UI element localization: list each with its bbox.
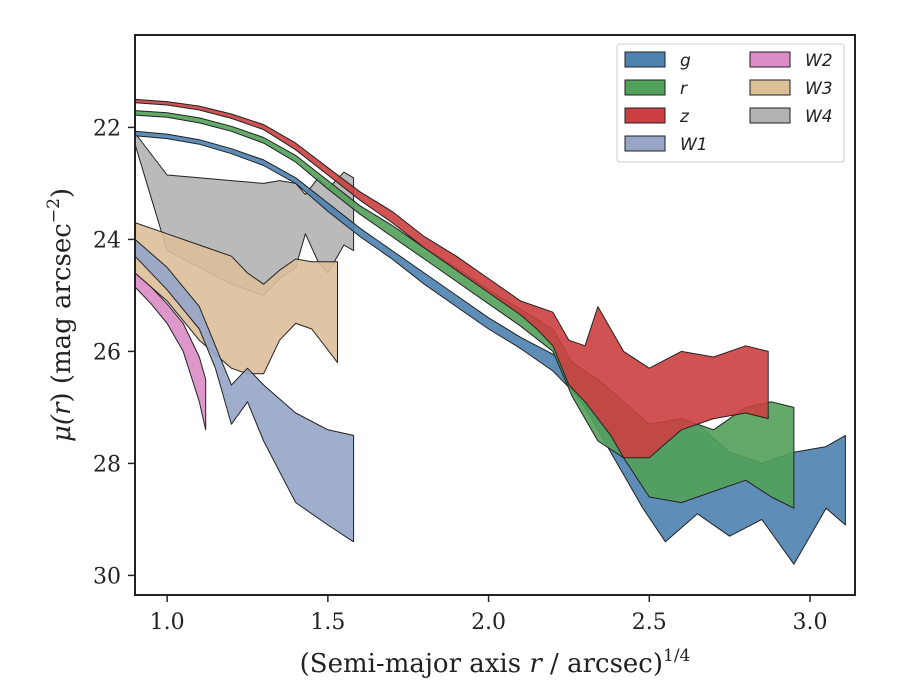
legend-swatch-w2: [749, 51, 791, 68]
legend-label-w3: W3: [805, 79, 833, 99]
plot-frame: [134, 34, 856, 596]
x-tick-label: 2.5: [632, 610, 667, 635]
y-tick-label: 24: [93, 228, 121, 253]
legend-label-g: g: [680, 51, 691, 71]
legend-swatch-w4: [749, 107, 791, 124]
legend-swatch-g: [624, 51, 666, 68]
x-tick-label: 1.5: [310, 610, 345, 635]
x-axis-title: (Semi-major axis r / arcsec)1/4: [300, 646, 691, 679]
band-w1: [134, 238, 355, 543]
y-tick-label: 22: [93, 116, 121, 141]
x-tick-label: 1.0: [150, 610, 185, 635]
x-tick-label: 3.0: [793, 610, 828, 635]
legend-swatch-w1: [624, 135, 666, 152]
x-axis-ticks: 1.0 1.5 2.0 2.5 3.0: [150, 595, 828, 635]
legend-label-w2: W2: [805, 51, 833, 71]
y-axis-title: μ(r) (mag arcsec−2): [44, 188, 77, 442]
band-z: [134, 98, 769, 459]
legend-label-z: z: [679, 107, 690, 127]
x-tick-label: 2.0: [471, 610, 506, 635]
legend-swatch-r: [624, 79, 666, 96]
band-w2: [134, 272, 207, 431]
profile-bands: [134, 98, 846, 565]
legend-label-r: r: [680, 79, 688, 99]
y-tick-label: 28: [93, 452, 121, 477]
y-tick-label: 30: [93, 564, 121, 589]
legend: grz W1 W2 W3 W4: [616, 43, 845, 163]
y-tick-label: 26: [93, 340, 121, 365]
y-axis-ticks: 22 24 26 28 30: [93, 116, 135, 589]
legend-swatch-z: [624, 107, 666, 124]
legend-label-w4: W4: [805, 107, 833, 127]
legend-frame: [616, 43, 845, 163]
legend-swatch-w3: [749, 79, 791, 96]
legend-label-w1: W1: [680, 135, 708, 155]
